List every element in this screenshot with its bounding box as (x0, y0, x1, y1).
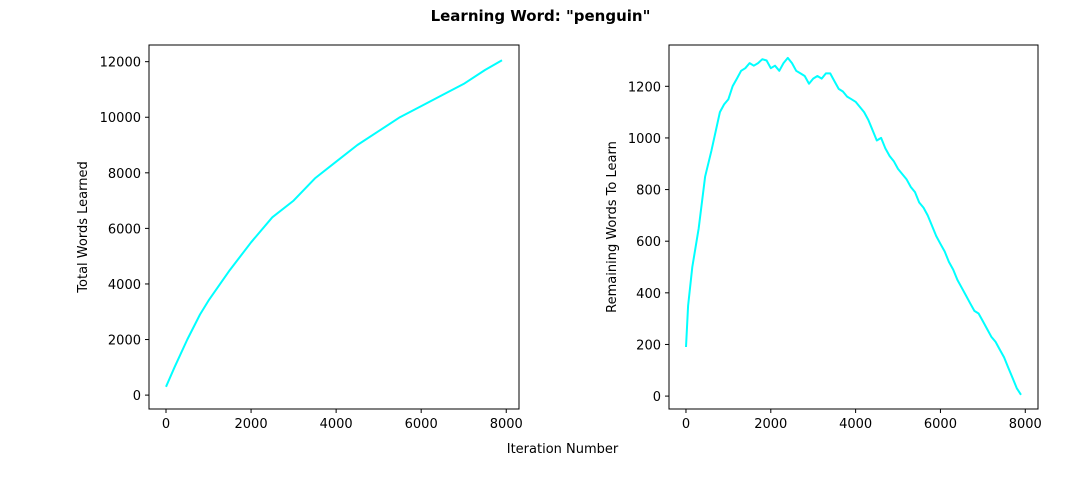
series-line (685, 56, 1022, 396)
right-axes: 0 2000 4000 6000 8000 0 200 400 600 800 1000 1200 Re… (605, 44, 1042, 432)
x-tick-label: 6000 (405, 417, 438, 432)
plot-frame (668, 44, 1039, 410)
figure-title: Learning Word: "penguin" (430, 7, 651, 25)
y-tick-label: 12000 (100, 56, 141, 71)
y-axis-label: Remaining Words To Learn (605, 141, 620, 313)
left-axes: 0 2000 4000 6000 8000 0 2000 4000 6000 8000 10000 1… (76, 44, 523, 432)
x-axis-label: Iteration Number (506, 442, 619, 457)
plot-frame (148, 44, 520, 410)
x-tick-label: 4000 (839, 417, 872, 432)
x-tick-label: 8000 (1009, 417, 1042, 432)
y-tick-label: 200 (636, 338, 661, 353)
y-tick-label: 800 (636, 184, 661, 199)
y-tick-label: 10000 (100, 111, 141, 126)
y-tick-label: 1200 (628, 80, 661, 95)
y-tick-label: 0 (653, 390, 661, 405)
x-tick-label: 6000 (924, 417, 957, 432)
x-tick-label: 2000 (235, 417, 268, 432)
y-tick-label: 0 (133, 389, 141, 404)
y-tick-label: 2000 (108, 334, 141, 349)
x-tick-label: 2000 (754, 417, 787, 432)
y-tick-label: 8000 (108, 167, 141, 182)
y-axis-label: Total Words Learned (76, 161, 91, 293)
x-tick-label: 0 (682, 417, 690, 432)
y-tick-label: 1000 (628, 132, 661, 147)
x-tick-label: 8000 (490, 417, 523, 432)
x-tick-label: 4000 (320, 417, 353, 432)
y-tick-label: 400 (636, 287, 661, 302)
y-tick-label: 600 (636, 235, 661, 250)
y-tick-label: 6000 (108, 222, 141, 237)
series-line (165, 59, 503, 388)
y-tick-label: 4000 (108, 278, 141, 293)
x-tick-label: 0 (162, 417, 170, 432)
